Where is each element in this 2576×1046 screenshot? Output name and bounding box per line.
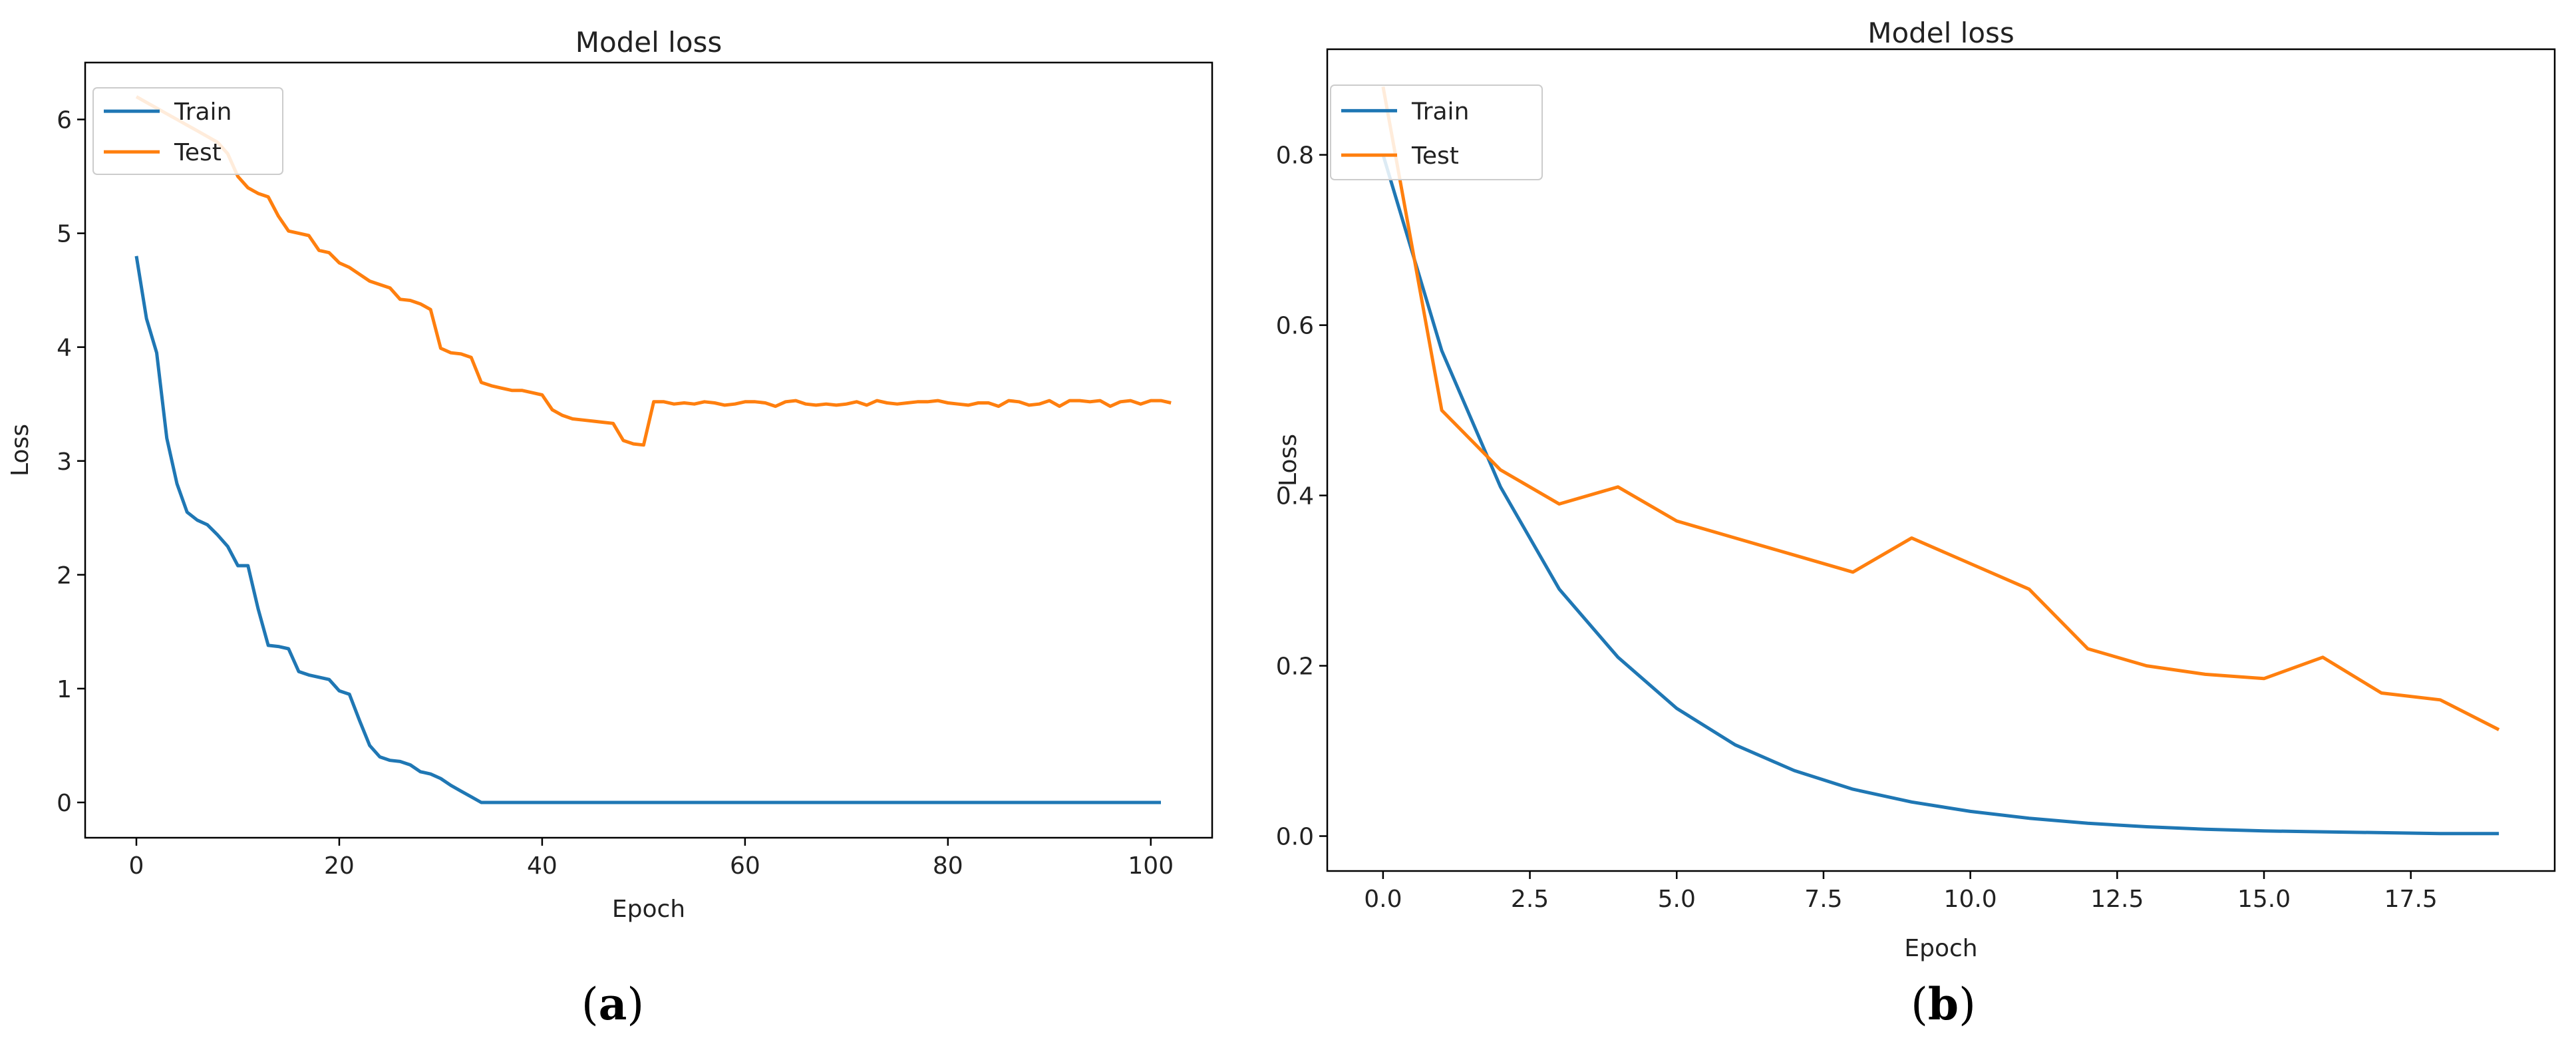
y-tick-label: 6 bbox=[57, 107, 72, 134]
x-tick-label: 80 bbox=[933, 852, 963, 880]
y-tick-label: 0.8 bbox=[1276, 142, 1314, 170]
legend-label-train: Train bbox=[1411, 98, 1469, 125]
y-tick-label: 0.4 bbox=[1276, 483, 1314, 510]
x-tick-label: 10.0 bbox=[1944, 886, 1997, 913]
series-line-test bbox=[1381, 86, 2500, 731]
plot-frame bbox=[1326, 48, 2556, 872]
x-axis-label: Epoch bbox=[1904, 935, 1977, 962]
x-tick-label: 0 bbox=[129, 852, 144, 880]
y-tick-label: 1 bbox=[57, 676, 72, 703]
x-axis-label: Epoch bbox=[612, 896, 685, 923]
y-tick-label: 5 bbox=[57, 221, 72, 248]
series-line-train bbox=[134, 256, 1161, 804]
x-tick-label: 17.5 bbox=[2384, 886, 2438, 913]
x-tick-label: 40 bbox=[527, 852, 558, 880]
y-tick-label: 0.0 bbox=[1276, 824, 1314, 851]
panel-label-a: (a) bbox=[581, 978, 645, 1030]
series-line-train bbox=[1381, 154, 2499, 836]
x-tick-label: 12.5 bbox=[2090, 886, 2144, 913]
x-tick-label: 7.5 bbox=[1804, 886, 1842, 913]
plot-frame bbox=[84, 61, 1213, 839]
x-tick-label: 60 bbox=[730, 852, 760, 880]
x-tick-label: 2.5 bbox=[1511, 886, 1549, 913]
y-tick-label: 0.6 bbox=[1276, 313, 1314, 340]
y-tick-label: 3 bbox=[57, 448, 72, 476]
x-tick-label: 0.0 bbox=[1364, 886, 1402, 913]
chart-title: Model loss bbox=[1867, 17, 2014, 49]
series-line-test bbox=[135, 95, 1172, 447]
chart-title: Model loss bbox=[575, 26, 723, 59]
legend-label-test: Test bbox=[174, 139, 222, 166]
y-axis-label: Loss bbox=[1275, 434, 1302, 486]
x-tick-label: 20 bbox=[324, 852, 355, 880]
x-tick-label: 100 bbox=[1128, 852, 1174, 880]
x-tick-label: 15.0 bbox=[2237, 886, 2291, 913]
y-tick-label: 4 bbox=[57, 335, 72, 362]
panel-label-b: (b) bbox=[1911, 978, 1976, 1030]
legend-label-test: Test bbox=[1411, 142, 1459, 170]
y-tick-label: 0.2 bbox=[1276, 653, 1314, 681]
x-tick-label: 5.0 bbox=[1658, 886, 1696, 913]
legend-label-train: Train bbox=[174, 98, 232, 126]
y-tick-label: 0 bbox=[57, 790, 72, 817]
y-axis-label: Loss bbox=[7, 424, 34, 476]
y-tick-label: 2 bbox=[57, 562, 72, 590]
